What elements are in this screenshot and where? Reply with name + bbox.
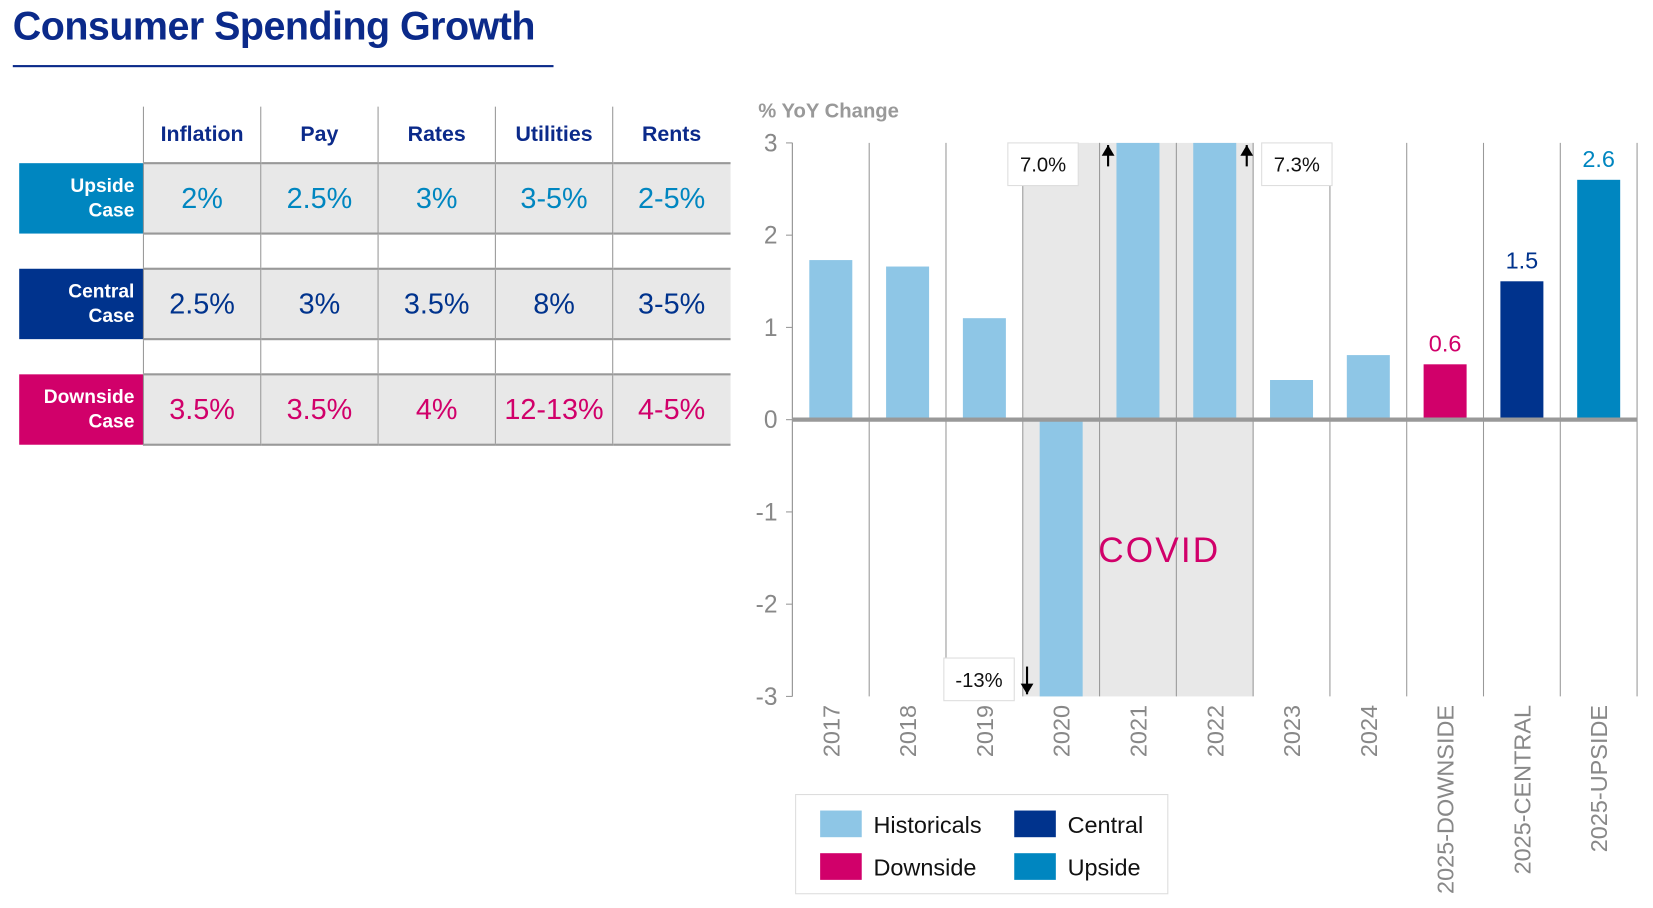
table-cell: 3.5% [260,373,379,446]
covid-label: COVID [1098,531,1220,570]
legend-swatch-central [1014,810,1056,838]
data-label-box [1261,142,1333,187]
table-header-row: Inflation Pay Rates Utilities Rents [19,106,731,164]
x-tick-label: 2020 [1049,705,1075,757]
bar-2018 [886,266,930,420]
column-header: Rates [377,106,496,164]
bar-2025-central [1500,281,1544,420]
data-label-box [943,657,1015,702]
data-label: 0.6 [1429,331,1462,357]
legend-label: Historicals [873,812,981,838]
legend-swatch-upside [1014,853,1056,880]
data-label-box [1007,142,1079,187]
table-cell: 2-5% [612,162,731,235]
y-tick-label: -3 [756,684,778,711]
table-cell: 2.5% [260,162,379,235]
bar-2020 [1039,419,1083,697]
bar-2024 [1346,355,1390,420]
table-row-upside: Upside Case 2% 2.5% 3% 3-5% 2-5% [19,162,731,235]
x-tick-label: 2025-DOWNSIDE [1433,705,1459,894]
x-tick-label: 2024 [1356,705,1382,757]
page-title: Consumer Spending Growth [12,4,536,48]
legend-label: Downside [873,855,976,881]
legend-swatch-historicals [820,810,862,838]
data-label: -13% [955,670,1002,692]
y-tick-label: 2 [764,223,778,250]
data-label: 7.3% [1274,155,1320,177]
table-row-central: Central Case 2.5% 3% 3.5% 8% 3-5% [19,267,731,341]
table-cell: 3-5% [494,162,613,235]
bar-2023 [1270,379,1314,420]
table-cell: 4% [377,373,496,446]
row-label: Central Case [19,268,144,340]
row-label: Downside Case [19,374,144,445]
table-cell: 12-13% [494,373,613,446]
bar-2017 [809,260,853,420]
column-header: Inflation [142,106,261,164]
y-axis-label: % YoY Change [758,100,899,122]
table-cell: 3% [260,267,379,341]
bar-2025-downside [1423,364,1467,420]
bar-2025-upside [1577,179,1621,420]
title-underline [12,65,554,68]
x-tick-label: 2019 [972,705,998,757]
x-tick-label: 2025-CENTRAL [1509,705,1535,874]
y-tick-label: -2 [756,592,778,619]
legend-label: Upside [1068,855,1141,881]
table-cell: 2.5% [142,267,261,341]
table-cell: 3.5% [377,267,496,341]
x-tick-label: 2022 [1202,705,1228,757]
y-tick-label: 1 [764,315,778,342]
x-tick-label: 2018 [895,705,921,757]
row-label: Upside Case [19,163,144,234]
column-header: Pay [260,106,379,164]
table-cell: 4-5% [612,373,731,446]
data-label: 1.5 [1506,247,1539,273]
column-header: Rents [612,106,731,164]
x-tick-label: 2025-UPSIDE [1586,705,1612,852]
legend-swatch-downside [820,853,862,880]
table-cell: 8% [494,267,613,341]
bar-2021 [1116,142,1160,420]
table-cell: 3-5% [612,267,731,341]
arrow-up-icon [1101,145,1115,156]
column-header: Utilities [494,106,613,164]
arrow-down-icon [1020,683,1034,695]
data-label: 7.0% [1020,155,1066,177]
table-cell: 3% [377,162,496,235]
table-row-downside: Downside Case 3.5% 3.5% 4% 12-13% 4-5% [19,373,731,446]
x-tick-label: 2017 [818,705,844,757]
y-tick-label: 0 [764,407,778,434]
x-tick-label: 2023 [1279,705,1305,757]
arrow-up-icon [1240,145,1254,156]
bar-2019 [962,318,1006,420]
y-tick-label: 3 [764,130,778,157]
bar-2022 [1193,142,1237,420]
data-label: 2.6 [1582,146,1615,172]
x-tick-label: 2021 [1125,705,1151,757]
table-cell: 3.5% [142,373,261,446]
table-cell: 2% [142,162,261,235]
scenario-table: Inflation Pay Rates Utilities Rents Upsi… [19,106,731,446]
y-tick-label: -1 [756,499,778,526]
legend-label: Central [1068,812,1144,838]
